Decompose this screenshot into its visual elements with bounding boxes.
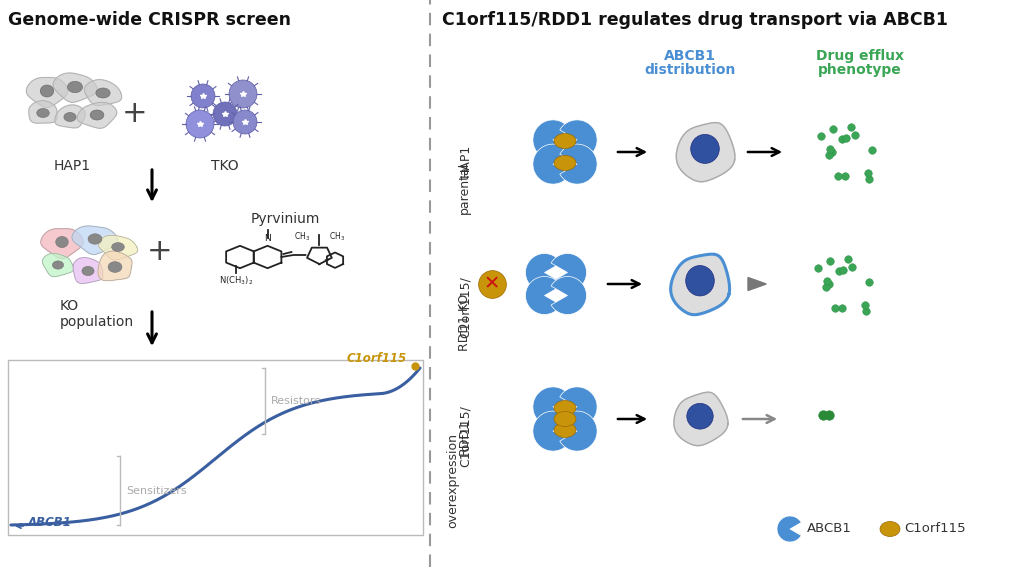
Ellipse shape [554,133,575,149]
Text: +: + [147,238,173,266]
Circle shape [229,80,257,108]
Polygon shape [676,122,735,182]
Wedge shape [551,277,587,315]
FancyBboxPatch shape [8,360,423,535]
Text: ABCB1: ABCB1 [807,523,852,535]
Text: C1orf115: C1orf115 [904,523,966,535]
Ellipse shape [40,85,53,97]
Text: Genome-wide CRISPR screen: Genome-wide CRISPR screen [8,11,291,29]
Text: overexpression: overexpression [446,433,460,528]
Polygon shape [748,277,766,290]
Wedge shape [525,253,561,291]
Text: HAP1: HAP1 [459,144,471,177]
Text: +: + [122,99,147,129]
Text: C1orf115/: C1orf115/ [459,405,471,467]
Wedge shape [525,277,561,315]
Text: ABCB1: ABCB1 [664,49,716,63]
Polygon shape [42,253,74,277]
Text: TKO: TKO [211,159,239,173]
Text: N: N [264,234,271,243]
Text: C1orf115/RDD1 regulates drug transport via ABCB1: C1orf115/RDD1 regulates drug transport v… [442,11,948,29]
Text: parental: parental [458,162,470,214]
Circle shape [213,102,237,126]
Wedge shape [532,120,570,160]
Polygon shape [98,251,132,281]
Polygon shape [72,226,118,255]
Ellipse shape [90,110,103,120]
Circle shape [233,110,257,134]
Polygon shape [671,254,729,315]
Polygon shape [27,78,68,108]
Text: distribution: distribution [644,63,735,77]
Wedge shape [532,411,570,451]
Text: Pyrvinium: Pyrvinium [250,212,319,226]
Ellipse shape [691,134,719,163]
Text: HAP1: HAP1 [53,159,90,173]
Wedge shape [560,387,597,427]
Ellipse shape [96,88,111,98]
Ellipse shape [554,155,575,171]
Polygon shape [77,102,117,128]
Polygon shape [674,392,728,446]
Ellipse shape [112,243,124,251]
Text: C1orf115/: C1orf115/ [459,276,471,338]
Text: Drug efflux: Drug efflux [816,49,904,63]
Text: KO
population: KO population [60,299,134,329]
Circle shape [186,110,214,138]
Ellipse shape [880,522,900,536]
Text: RDD1: RDD1 [458,419,470,455]
Wedge shape [560,411,597,451]
Ellipse shape [88,234,102,244]
Text: $\mathregular{CH_3}$: $\mathregular{CH_3}$ [329,230,345,243]
Polygon shape [53,73,97,102]
Wedge shape [532,387,570,427]
Ellipse shape [52,261,63,269]
Polygon shape [98,235,137,260]
Text: ABCB1: ABCB1 [28,516,72,529]
Text: ✕: ✕ [483,274,500,294]
Wedge shape [551,253,587,291]
Polygon shape [73,257,102,284]
Ellipse shape [82,266,94,276]
Text: C1orf115: C1orf115 [347,352,407,365]
Ellipse shape [687,403,713,429]
Text: $\mathregular{CH_3}$: $\mathregular{CH_3}$ [294,230,310,243]
Wedge shape [777,516,801,542]
Polygon shape [41,229,83,259]
Text: $\mathregular{N(CH_3)_2}$: $\mathregular{N(CH_3)_2}$ [219,274,253,287]
Ellipse shape [554,422,575,438]
Ellipse shape [109,261,122,272]
Polygon shape [29,101,57,123]
Wedge shape [560,144,597,184]
Wedge shape [532,144,570,184]
Ellipse shape [554,400,575,416]
Polygon shape [84,79,122,105]
Text: phenotype: phenotype [818,63,902,77]
Circle shape [191,84,215,108]
Ellipse shape [686,265,715,296]
Polygon shape [54,105,85,128]
Ellipse shape [554,412,575,426]
Ellipse shape [37,108,49,117]
Text: Sensitizers: Sensitizers [126,485,186,496]
Text: Resistors: Resistors [271,396,322,406]
Wedge shape [560,120,597,160]
Text: RDD1 KO: RDD1 KO [458,294,470,351]
Ellipse shape [68,81,83,92]
Ellipse shape [63,112,76,121]
Ellipse shape [55,236,69,248]
